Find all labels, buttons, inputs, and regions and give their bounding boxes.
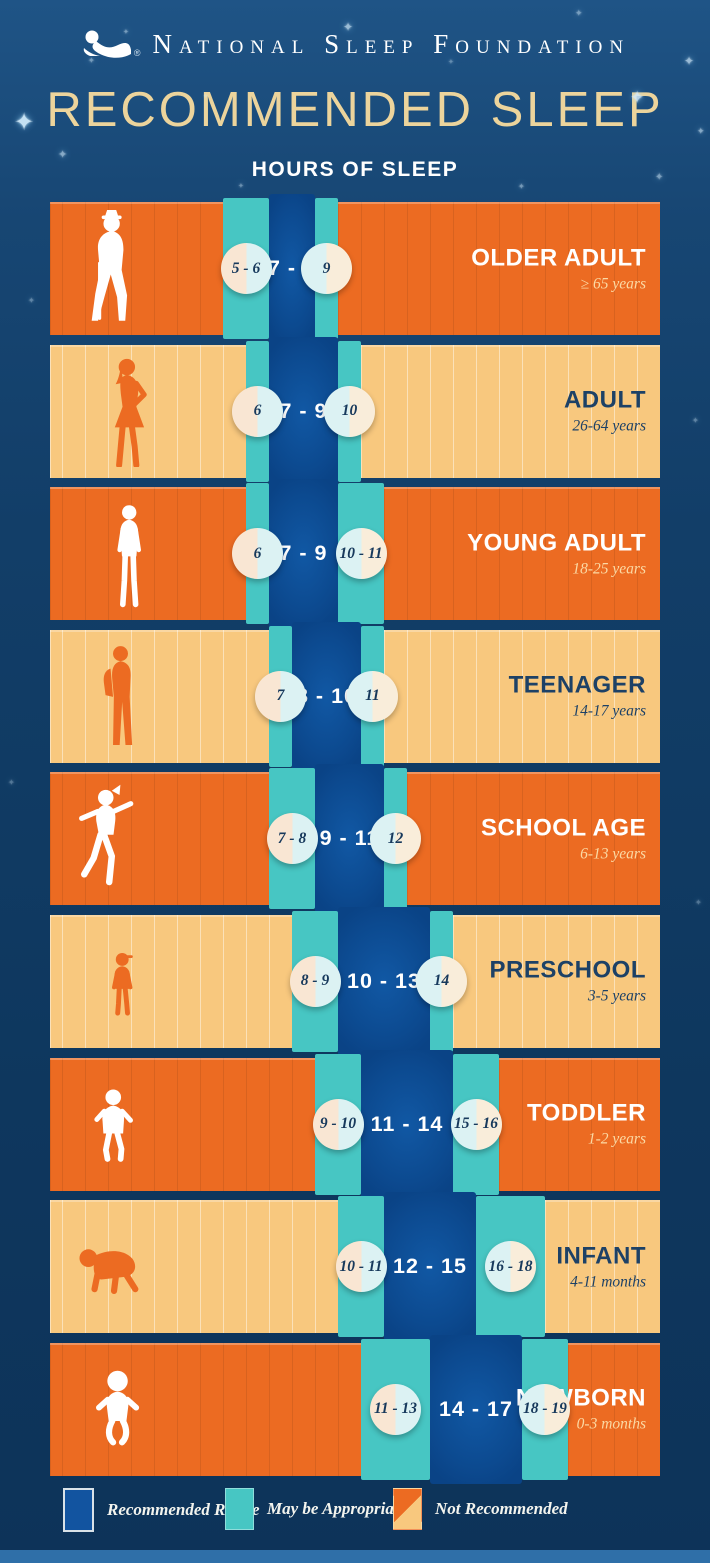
age-range-text: 4-11 months: [570, 1273, 646, 1291]
age-range-text: 18-25 years: [572, 560, 646, 578]
legend-label: Not Recommended: [435, 1499, 568, 1518]
age-group-label: TODDLER 1-2 years: [527, 1100, 646, 1149]
age-group-row-school-age: 9 - 11 7 - 8 12 SCHOOL AGE 6-13 years: [50, 764, 660, 914]
may-be-appropriate-low-value: 7: [255, 670, 306, 722]
recommended-hours-label: 9 - 11: [319, 826, 380, 851]
recommended-range-band: 10 - 13: [338, 906, 430, 1056]
age-range-text: 6-13 years: [580, 845, 646, 863]
recommended-hours-label: 12 - 15: [393, 1254, 467, 1279]
age-group-label: OLDER ADULT ≥ 65 years: [471, 244, 646, 293]
age-group-name: TODDLER: [526, 1099, 646, 1127]
adult-silhouette-icon: [86, 355, 166, 468]
may-be-appropriate-swatch-icon: [225, 1488, 254, 1530]
age-group-name: ADULT: [563, 386, 646, 414]
may-be-appropriate-low-value: 5 - 6: [220, 243, 272, 294]
age-group-row-infant: 12 - 15 10 - 11 16 - 18 INFANT 4-11 months: [50, 1192, 660, 1342]
toddler-silhouette-icon: [82, 1078, 156, 1170]
may-be-appropriate-high-value: 9: [301, 243, 352, 294]
may-be-appropriate-high-value: 18 - 19: [519, 1383, 571, 1435]
age-group-row-young-adult: 7 - 9 6 10 - 11 YOUNG ADULT 18-25 years: [50, 479, 660, 629]
age-group-label: YOUNG ADULT 18-25 years: [467, 529, 646, 578]
legend-item-not-recommended: Not Recommended: [393, 1488, 568, 1530]
sparkle-icon: ✦: [518, 182, 525, 191]
may-be-appropriate-low-value: 10 - 11: [335, 1241, 387, 1293]
not-recommended-band: [50, 202, 660, 335]
recommended-range-band: 12 - 15: [384, 1192, 476, 1342]
age-group-label: INFANT 4-11 months: [556, 1242, 646, 1291]
school-age-silhouette-icon: [66, 783, 161, 895]
may-be-appropriate-high-value: 11: [346, 670, 398, 722]
age-group-row-toddler: 11 - 14 9 - 10 15 - 16 TODDLER 1-2 years: [50, 1049, 660, 1199]
brand-name: National Sleep Foundation: [152, 28, 631, 59]
recommended-range-band: 14 - 17: [430, 1334, 522, 1484]
age-group-name: PRESCHOOL: [489, 956, 646, 984]
may-be-appropriate-high-value: 14: [416, 955, 467, 1007]
legend-label: Recommended Range: [107, 1500, 260, 1519]
age-group-name: SCHOOL AGE: [480, 814, 646, 842]
age-range-text: 14-17 years: [572, 702, 646, 720]
age-range-text: 1-2 years: [587, 1130, 646, 1148]
recommended-hours-label: 7 - 9: [279, 398, 328, 423]
legend-label: May be Appropriate: [267, 1499, 407, 1518]
registered-trademark: ®: [133, 48, 141, 58]
recommended-hours-label: 7 - 9: [279, 541, 328, 566]
older-adult-silhouette-icon: [76, 209, 160, 328]
chart-axis-title: HOURS OF SLEEP: [251, 158, 459, 181]
teenager-silhouette-icon: [84, 642, 162, 750]
sparkle-icon: ✦: [575, 8, 583, 18]
recommended-hours-label: 11 - 14: [370, 1111, 444, 1136]
young-adult-silhouette-icon: [94, 498, 166, 610]
recommended-range-swatch-icon: [63, 1488, 94, 1532]
legend-item-recommended: Recommended Range: [63, 1488, 260, 1532]
not-recommended-swatch-icon: [393, 1488, 422, 1530]
age-group-row-preschool: 10 - 13 8 - 9 14 PRESCHOOL 3-5 years: [50, 906, 660, 1056]
may-be-appropriate-low-value: 6: [231, 528, 283, 580]
age-group-name: YOUNG ADULT: [467, 529, 646, 557]
may-be-appropriate-low-value: 7 - 8: [266, 813, 318, 865]
age-range-text: 3-5 years: [587, 987, 646, 1005]
may-be-appropriate-high-value: 10: [324, 385, 375, 437]
age-group-name: OLDER ADULT: [471, 244, 646, 271]
age-group-name: TEENAGER: [508, 671, 646, 699]
sparkle-icon: ✦: [28, 296, 35, 305]
age-range-text: 0-3 months: [576, 1415, 646, 1433]
age-group-row-teenager: 8 - 10 7 11 TEENAGER 14-17 years: [50, 621, 660, 771]
recommended-hours-label: 14 - 17: [439, 1396, 513, 1421]
may-be-appropriate-high-value: 16 - 18: [485, 1241, 536, 1293]
age-group-label: SCHOOL AGE 6-13 years: [481, 814, 646, 863]
sparkle-icon: ✦: [8, 778, 15, 787]
may-be-appropriate-low-value: 11 - 13: [370, 1383, 421, 1435]
may-be-appropriate-low-value: 6: [231, 385, 283, 437]
legend: Recommended Range May be Appropriate Not…: [50, 1488, 660, 1540]
may-be-appropriate-low-value: 8 - 9: [289, 955, 341, 1007]
may-be-appropriate-high-value: 10 - 11: [335, 528, 387, 580]
footer-bar: [0, 1550, 710, 1563]
age-group-label: ADULT 26-64 years: [564, 387, 646, 436]
recommended-hours-label: 10 - 13: [347, 968, 421, 993]
infant-silhouette-icon: [72, 1236, 172, 1298]
sparkle-icon: ✦: [692, 416, 699, 425]
age-group-row-adult: 7 - 9 6 10 ADULT 26-64 years: [50, 336, 660, 486]
age-group-label: TEENAGER 14-17 years: [509, 672, 646, 721]
brand-header: ® National Sleep Foundation: [0, 28, 710, 60]
recommended-range-band: 11 - 14: [361, 1049, 453, 1199]
age-group-row-newborn: 14 - 17 11 - 13 18 - 19 NEWBORN 0-3 months: [50, 1334, 660, 1484]
sleeping-person-logo-icon: [80, 28, 132, 60]
preschool-silhouette-icon: [92, 935, 160, 1027]
age-group-label: PRESCHOOL 3-5 years: [489, 957, 646, 1006]
sparkle-icon: ✦: [238, 183, 244, 190]
page-title: RECOMMENDED SLEEP: [46, 83, 664, 137]
may-be-appropriate-low-value: 9 - 10: [312, 1098, 364, 1150]
may-be-appropriate-high-value: 12: [370, 813, 421, 865]
age-group-name: INFANT: [556, 1242, 646, 1270]
age-range-text: 26-64 years: [572, 417, 646, 435]
newborn-silhouette-icon: [82, 1363, 162, 1455]
legend-item-may-be-appropriate: May be Appropriate: [225, 1488, 406, 1530]
sparkle-icon: ✦: [695, 898, 702, 907]
age-range-text: ≥ 65 years: [580, 275, 646, 292]
may-be-appropriate-high-value: 15 - 16: [450, 1098, 502, 1150]
